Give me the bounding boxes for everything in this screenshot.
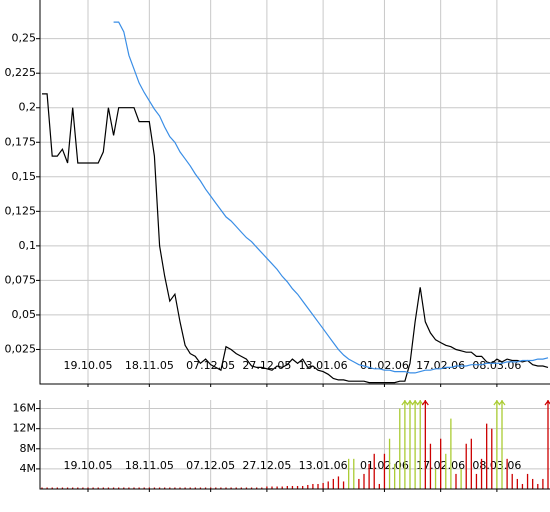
x-tick-label: 18.11.05 [125,459,174,472]
series-area [41,400,549,489]
overflow-arrow [401,400,409,406]
y-tick-label: 0,05 [12,308,37,321]
plot-area: 0,025 0,05 0,075 0,1 0,125 0,15 0,175 0,2 0,225 0… [5,0,550,387]
series-area [42,21,549,384]
x-tick-label: 07.12.05 [186,459,235,472]
price-line [42,93,549,384]
overflow-arrow [544,400,550,406]
x-tick-label: 07.12.05 [186,359,235,372]
overflow-arrow [498,400,506,406]
x-tick-label: 27.12.05 [242,459,291,472]
axis-frame [39,0,550,385]
x-tick-label: 19.10.05 [64,459,113,472]
y-tick-label: 0,175 [5,135,37,148]
y-tick-label: 0,25 [12,32,37,45]
y-tick-label: 0,025 [5,342,37,355]
x-tick-label: 13.01.06 [299,359,348,372]
y-tick-label: 0,15 [12,170,37,183]
y-tick-label: 0,1 [19,239,37,252]
y-tick-label: 0,2 [19,101,37,114]
overflow-arrow [411,400,419,406]
y-tick-label: 0,075 [5,273,37,286]
y-tick-label: 0,125 [5,204,37,217]
y-tick-label: 12M [13,422,37,435]
x-tick-label: 17.02.06 [416,359,465,372]
axis-frame [39,400,550,490]
overflow-arrow [421,400,429,406]
overflow-arrow [406,400,414,406]
plot-area: 4M 8M 12M 16M 19.10.05 18.11.05 07.12.05 27.12.… [13,400,550,492]
overflow-arrow [493,400,501,406]
x-tick-label: 13.01.06 [299,459,348,472]
y-tick-label: 16M [13,402,37,415]
x-tick-label: 19.10.05 [64,359,113,372]
y-tick-label: 4M [20,462,37,475]
price-line [113,21,549,374]
overflow-arrow [416,400,424,406]
x-tick-label: 18.11.05 [125,359,174,372]
y-tick-label: 8M [20,442,37,455]
x-tick-label: 27.12.05 [242,359,291,372]
y-tick-label: 0,225 [5,66,37,79]
